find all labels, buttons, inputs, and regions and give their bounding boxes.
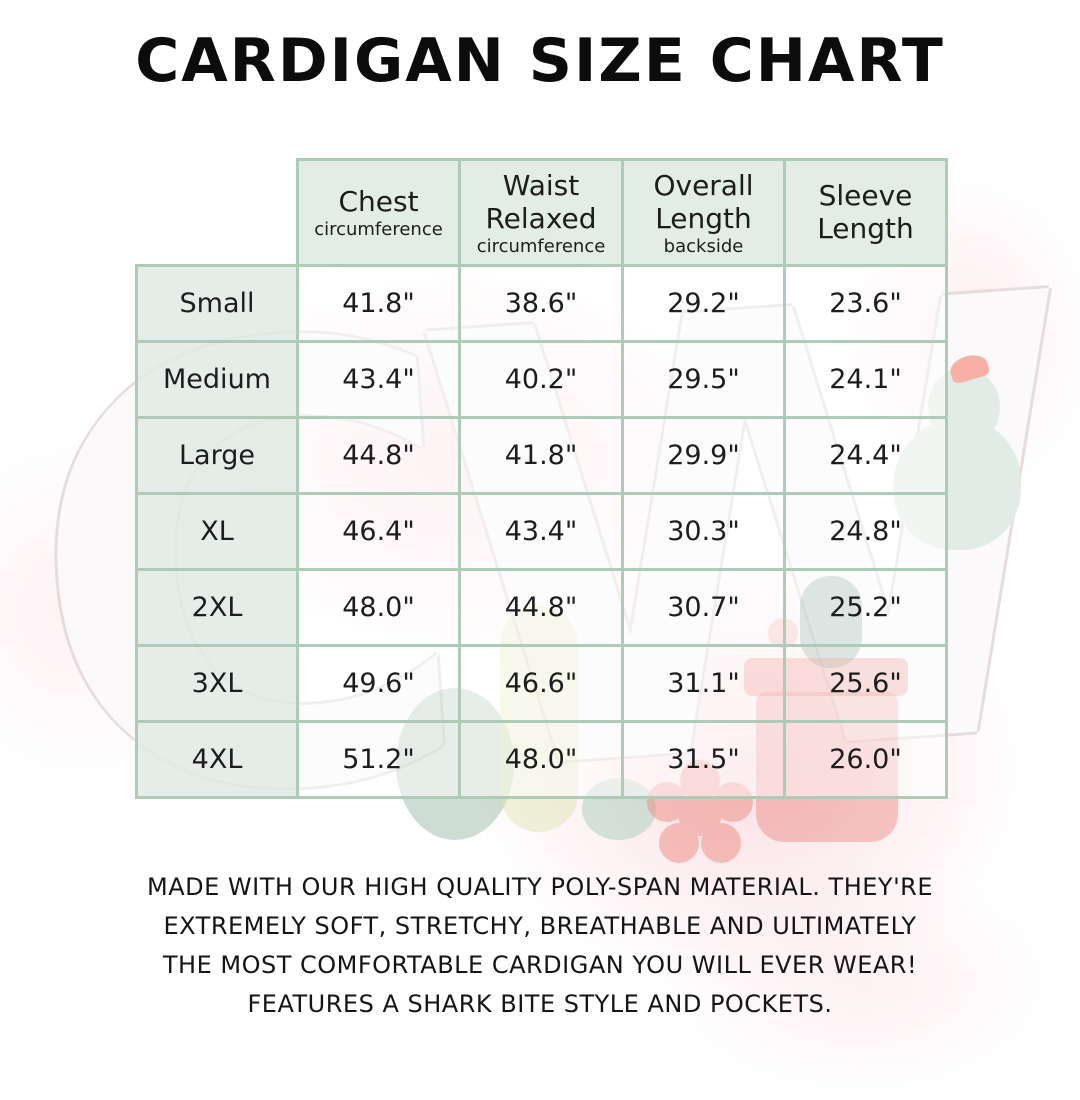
description-line: FEATURES A SHARK BITE STYLE AND POCKETS.	[247, 990, 833, 1018]
column-sublabel: circumference	[314, 219, 443, 240]
measurement-value: 46.4"	[296, 492, 461, 571]
corner-cell	[137, 160, 298, 266]
description-line: EXTREMELY SOFT, STRETCHY, BREATHABLE AND…	[163, 912, 917, 940]
measurement-value: 43.4"	[458, 492, 624, 571]
measurement-value: 44.8"	[296, 416, 461, 495]
size-chart-table: Chest circumference Waist Relaxed circum…	[135, 158, 948, 799]
measurement-value: 30.3"	[621, 492, 786, 571]
column-label: Overall Length	[653, 168, 754, 235]
column-header-chest: Chest circumference	[296, 158, 461, 267]
column-header-sleeve-length: Sleeve Length	[783, 158, 948, 267]
measurement-value: 26.0"	[783, 720, 948, 799]
pink-wash-blob	[660, 860, 1060, 1100]
column-header-overall-length: Overall Length backside	[621, 158, 786, 267]
table-header-row: Chest circumference Waist Relaxed circum…	[137, 158, 948, 267]
table-row: Small 41.8" 38.6" 29.2" 23.6"	[135, 264, 948, 343]
measurement-value: 48.0"	[296, 568, 461, 647]
measurement-value: 46.6"	[458, 644, 624, 723]
measurement-value: 29.5"	[621, 340, 786, 419]
measurement-value: 31.1"	[621, 644, 786, 723]
measurement-value: 41.8"	[458, 416, 624, 495]
column-header-waist-relaxed: Waist Relaxed circumference	[458, 158, 624, 267]
page-title: CARDIGAN SIZE CHART	[135, 26, 945, 96]
table-row: 2XL 48.0" 44.8" 30.7" 25.2"	[135, 568, 948, 647]
measurement-value: 25.2"	[783, 568, 948, 647]
measurement-value: 29.2"	[621, 264, 786, 343]
table-row: Medium 43.4" 40.2" 29.5" 24.1"	[135, 340, 948, 419]
measurement-value: 49.6"	[296, 644, 461, 723]
measurement-value: 29.9"	[621, 416, 786, 495]
description-line: MADE WITH OUR HIGH QUALITY POLY-SPAN MAT…	[146, 873, 934, 901]
measurement-value: 24.1"	[783, 340, 948, 419]
measurement-value: 30.7"	[621, 568, 786, 647]
measurement-value: 31.5"	[621, 720, 786, 799]
measurement-value: 44.8"	[458, 568, 624, 647]
product-description: MADE WITH OUR HIGH QUALITY POLY-SPAN MAT…	[0, 868, 1080, 1024]
measurement-value: 43.4"	[296, 340, 461, 419]
column-sublabel: backside	[663, 235, 744, 257]
size-label-large: Large	[135, 416, 299, 495]
size-label-3xl: 3XL	[135, 644, 299, 723]
measurement-value: 48.0"	[458, 720, 624, 799]
measurement-value: 25.6"	[783, 644, 948, 723]
table-row: XL 46.4" 43.4" 30.3" 24.8"	[135, 492, 948, 571]
measurement-value: 38.6"	[458, 264, 624, 343]
measurement-value: 41.8"	[296, 264, 461, 343]
measurement-value: 51.2"	[296, 720, 461, 799]
measurement-value: 24.4"	[783, 416, 948, 495]
size-label-4xl: 4XL	[135, 720, 299, 799]
measurement-value: 23.6"	[783, 264, 948, 343]
flower-icon	[678, 792, 722, 836]
measurement-value: 24.8"	[783, 492, 948, 571]
column-label: Sleeve Length	[817, 178, 914, 245]
size-label-medium: Medium	[135, 340, 299, 419]
measurement-value: 40.2"	[458, 340, 624, 419]
description-line: THE MOST COMFORTABLE CARDIGAN YOU WILL E…	[162, 951, 918, 979]
column-label: Chest	[338, 185, 419, 218]
column-label: Waist Relaxed	[485, 168, 597, 235]
table-row: 4XL 51.2" 48.0" 31.5" 26.0"	[135, 720, 948, 799]
column-sublabel: circumference	[476, 235, 606, 257]
size-label-2xl: 2XL	[135, 568, 299, 647]
table-row: 3XL 49.6" 46.6" 31.1" 25.6"	[135, 644, 948, 723]
size-label-small: Small	[135, 264, 299, 343]
table-row: Large 44.8" 41.8" 29.9" 24.4"	[135, 416, 948, 495]
size-label-xl: XL	[135, 492, 299, 571]
